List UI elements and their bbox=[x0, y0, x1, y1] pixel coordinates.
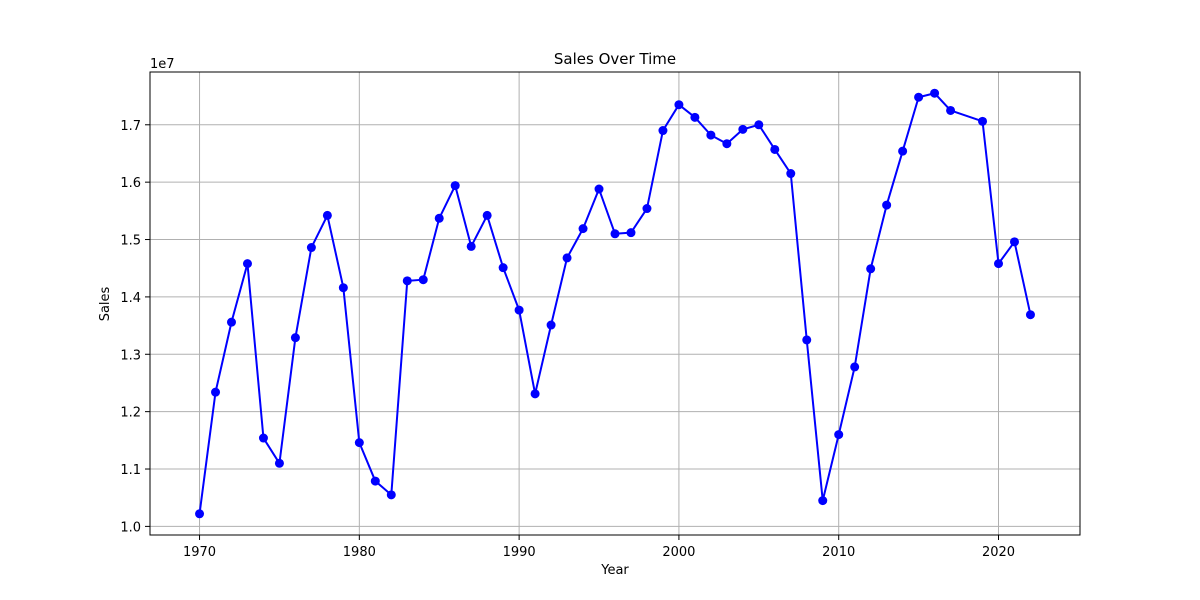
y-axis-offset-label: 1e7 bbox=[150, 57, 175, 72]
data-point bbox=[482, 210, 492, 220]
y-tick-label: 1.2 bbox=[120, 406, 141, 421]
data-point bbox=[946, 105, 956, 115]
x-tick-label: 1970 bbox=[183, 545, 216, 560]
data-point bbox=[866, 264, 876, 274]
data-point bbox=[258, 433, 268, 443]
grid bbox=[150, 72, 1080, 535]
data-point bbox=[914, 92, 924, 102]
data-point bbox=[834, 430, 844, 440]
data-point bbox=[1025, 310, 1035, 320]
x-axis-label: Year bbox=[600, 563, 629, 578]
data-point bbox=[322, 210, 332, 220]
y-tick-label: 1.0 bbox=[120, 520, 141, 535]
data-point bbox=[418, 275, 428, 285]
y-tick-label: 1.4 bbox=[120, 291, 141, 306]
data-point bbox=[594, 184, 604, 194]
data-point bbox=[450, 181, 460, 191]
data-point bbox=[850, 362, 860, 372]
x-tick-label: 1990 bbox=[503, 545, 536, 560]
data-point bbox=[434, 213, 444, 223]
data-point bbox=[610, 229, 620, 239]
y-tick-label: 1.1 bbox=[120, 463, 141, 478]
data-point bbox=[195, 509, 205, 519]
y-tick-label: 1.5 bbox=[120, 234, 141, 249]
data-point bbox=[306, 243, 316, 253]
data-point bbox=[930, 88, 940, 98]
x-tick-label: 1980 bbox=[343, 545, 376, 560]
data-point bbox=[658, 126, 668, 136]
data-point bbox=[290, 333, 300, 343]
data-point bbox=[642, 204, 652, 214]
y-axis-label: Sales bbox=[98, 286, 113, 321]
data-point bbox=[226, 317, 236, 327]
y-tick-label: 1.7 bbox=[120, 119, 141, 134]
data-point bbox=[546, 320, 556, 330]
data-point bbox=[770, 144, 780, 154]
data-point bbox=[626, 228, 636, 238]
x-tick-label: 2000 bbox=[662, 545, 695, 560]
data-point bbox=[1009, 237, 1019, 247]
data-point bbox=[338, 283, 348, 293]
data-point bbox=[754, 120, 764, 130]
data-point bbox=[530, 389, 540, 399]
data-point bbox=[402, 276, 412, 286]
y-axis-ticks: 1.0 1.1 1.2 1.3 1.4 1.5 1.6 1.7 bbox=[120, 119, 150, 535]
data-point bbox=[562, 253, 572, 263]
data-point bbox=[786, 169, 796, 179]
data-point bbox=[706, 130, 716, 140]
data-point bbox=[386, 490, 396, 500]
data-point bbox=[242, 259, 252, 269]
data-point bbox=[674, 100, 684, 110]
data-point bbox=[738, 124, 748, 134]
data-point bbox=[898, 146, 908, 156]
data-point bbox=[802, 335, 812, 345]
data-point bbox=[466, 241, 476, 251]
data-point bbox=[690, 112, 700, 122]
y-tick-label: 1.3 bbox=[120, 348, 141, 363]
data-point bbox=[882, 200, 892, 210]
x-axis-ticks: 1970 1980 1990 2000 2010 2020 bbox=[183, 535, 1015, 560]
x-tick-label: 2020 bbox=[982, 545, 1015, 560]
data-point bbox=[578, 224, 588, 234]
series-markers bbox=[195, 88, 1035, 519]
data-point bbox=[211, 387, 221, 397]
data-point bbox=[978, 116, 988, 126]
series-line-layer bbox=[198, 92, 1032, 514]
plot-area-frame bbox=[149, 71, 1081, 536]
chart-title: Sales Over Time bbox=[554, 50, 676, 68]
series-line bbox=[198, 92, 1032, 514]
data-point bbox=[722, 139, 732, 149]
data-point bbox=[274, 458, 284, 468]
x-tick-label: 2010 bbox=[822, 545, 855, 560]
data-point bbox=[994, 259, 1004, 269]
data-point bbox=[498, 263, 508, 273]
y-tick-label: 1.6 bbox=[120, 176, 141, 191]
data-point bbox=[370, 476, 380, 486]
data-point bbox=[818, 496, 828, 506]
data-point bbox=[354, 438, 364, 448]
data-point bbox=[514, 305, 524, 315]
